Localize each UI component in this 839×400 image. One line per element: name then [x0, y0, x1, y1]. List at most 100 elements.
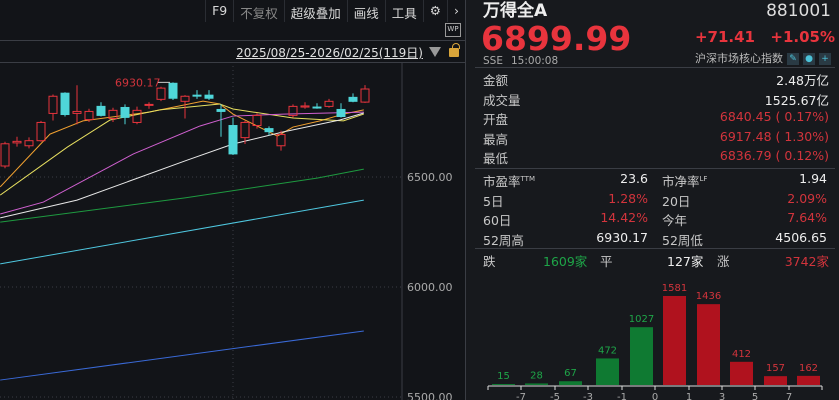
metric-item: 52周高 6930.17 — [483, 230, 648, 249]
price-change-pct: +1.05% — [770, 28, 835, 46]
candle — [96, 102, 106, 117]
metric-value: 1.94 — [799, 171, 827, 186]
candle — [216, 104, 226, 137]
candle — [288, 104, 298, 118]
candle — [180, 95, 190, 119]
f9-button[interactable]: F9 — [205, 0, 233, 22]
histogram-bar — [697, 304, 720, 385]
date-range-selector[interactable]: 2025/08/25-2026/02/25(119日) — [236, 46, 423, 60]
histogram-bar — [663, 296, 686, 385]
category-label[interactable]: 沪深市场核心指数 — [695, 52, 783, 65]
candle-body — [324, 100, 334, 107]
histogram-bar-label: 157 — [766, 363, 785, 374]
index-category: 沪深市场核心指数 ✎ ● + — [695, 52, 831, 65]
stat-row: 最高 6917.48 ( 1.30%) — [483, 129, 829, 148]
divider — [0, 40, 466, 41]
stat-row: 金额 2.48万亿 — [483, 70, 829, 89]
candle-body — [252, 114, 262, 127]
draw-line-button[interactable]: 画线 — [346, 0, 385, 22]
stat-row: 最低 6836.79 ( 0.12%) — [483, 148, 829, 167]
histogram-bar — [764, 376, 787, 385]
wp-icon[interactable]: WP — [445, 23, 461, 37]
lock-icon[interactable] — [449, 43, 460, 57]
divider — [475, 248, 835, 249]
breadth-down-label: 跌 — [483, 254, 496, 269]
breadth-down-count: 1609家 — [543, 254, 588, 269]
candle-body — [0, 143, 10, 167]
gear-icon[interactable]: ⚙ — [422, 0, 447, 22]
high-annotation: 6930.17 — [115, 76, 161, 89]
metric-label: 52周高 — [483, 232, 524, 248]
index-code: 881001 — [766, 1, 831, 21]
y-tick-label: 6000.00 — [407, 281, 453, 294]
metric-item: 今年 7.64% — [662, 210, 827, 229]
chevron-right-icon[interactable]: › — [447, 0, 465, 22]
bell-icon[interactable]: ● — [803, 53, 815, 65]
metric-value: 14.42% — [600, 210, 648, 226]
candle-body — [96, 105, 106, 116]
plus-icon[interactable]: + — [819, 53, 831, 65]
candle — [12, 136, 22, 147]
no-adjust-button[interactable]: 不复权 — [233, 0, 284, 22]
histogram-bar-label: 1027 — [629, 314, 654, 325]
candle-body — [240, 121, 250, 139]
candle — [108, 107, 118, 122]
dropdown-triangle-icon[interactable] — [429, 47, 441, 57]
candle — [0, 141, 10, 169]
candle — [192, 90, 202, 99]
histogram-bar — [730, 361, 753, 385]
candle — [252, 113, 262, 129]
exchange-label: SSE — [483, 55, 503, 67]
candle — [168, 82, 178, 100]
candle — [336, 103, 346, 118]
metric-value: 23.6 — [620, 171, 648, 186]
histogram-bar-label: 1436 — [696, 291, 721, 302]
metric-item: 60日 14.42% — [483, 210, 648, 229]
stat-value: 6917.48 ( 1.30%) — [719, 128, 829, 144]
divider — [475, 67, 835, 68]
breadth-flat-count: 127家 — [667, 254, 704, 269]
stat-label: 开盘 — [483, 112, 509, 128]
tools-button[interactable]: 工具 — [384, 0, 423, 22]
quote-panel: 万得全A 881001 6899.99 +71.41 +1.05% SSE 15… — [467, 0, 839, 400]
candle-body — [228, 125, 238, 155]
candle — [120, 104, 130, 125]
candle-body — [84, 110, 94, 121]
metric-label: 52周低 — [662, 232, 703, 248]
histogram-tick-label: -3 — [583, 392, 593, 400]
pencil-icon[interactable]: ✎ — [787, 53, 799, 65]
stat-label: 最低 — [483, 151, 509, 167]
ma20-line — [0, 111, 364, 215]
candle-body — [276, 134, 286, 147]
overlay-button[interactable]: 超级叠加 — [283, 0, 347, 22]
metric-value: 6930.17 — [596, 229, 648, 245]
candle — [300, 102, 310, 109]
metric-item: 5日 1.28% — [483, 191, 648, 210]
candle — [84, 108, 94, 122]
breadth-up-count: 3742家 — [784, 254, 829, 269]
histogram-tick-label: -7 — [516, 392, 526, 400]
candle-body — [120, 106, 130, 118]
histogram-bar — [596, 358, 619, 385]
stat-value: 6840.45 ( 0.17%) — [719, 109, 829, 125]
candle — [264, 126, 274, 136]
candle — [72, 85, 82, 125]
candle — [132, 106, 142, 125]
stat-label: 金额 — [483, 73, 509, 88]
metric-value: 7.64% — [787, 210, 827, 226]
metric-value: 2.09% — [787, 190, 827, 206]
candle — [348, 93, 358, 103]
histogram-bar-label: 412 — [732, 349, 751, 360]
histogram-bar — [797, 375, 820, 385]
candle — [36, 120, 46, 142]
y-tick-label: 5500.00 — [407, 391, 453, 400]
candle — [312, 103, 322, 109]
candle — [144, 102, 154, 109]
histogram-bar — [525, 383, 548, 385]
stat-label: 最高 — [483, 131, 509, 147]
ma60-line — [0, 168, 364, 223]
metric-item: 市盈率TTM 23.6 — [483, 171, 648, 190]
kline-chart[interactable]: 6500.00 6000.00 5500.00 6930.17 — [0, 62, 466, 400]
price-change: +71.41 — [694, 28, 755, 46]
histogram-bar-label: 162 — [799, 363, 818, 374]
